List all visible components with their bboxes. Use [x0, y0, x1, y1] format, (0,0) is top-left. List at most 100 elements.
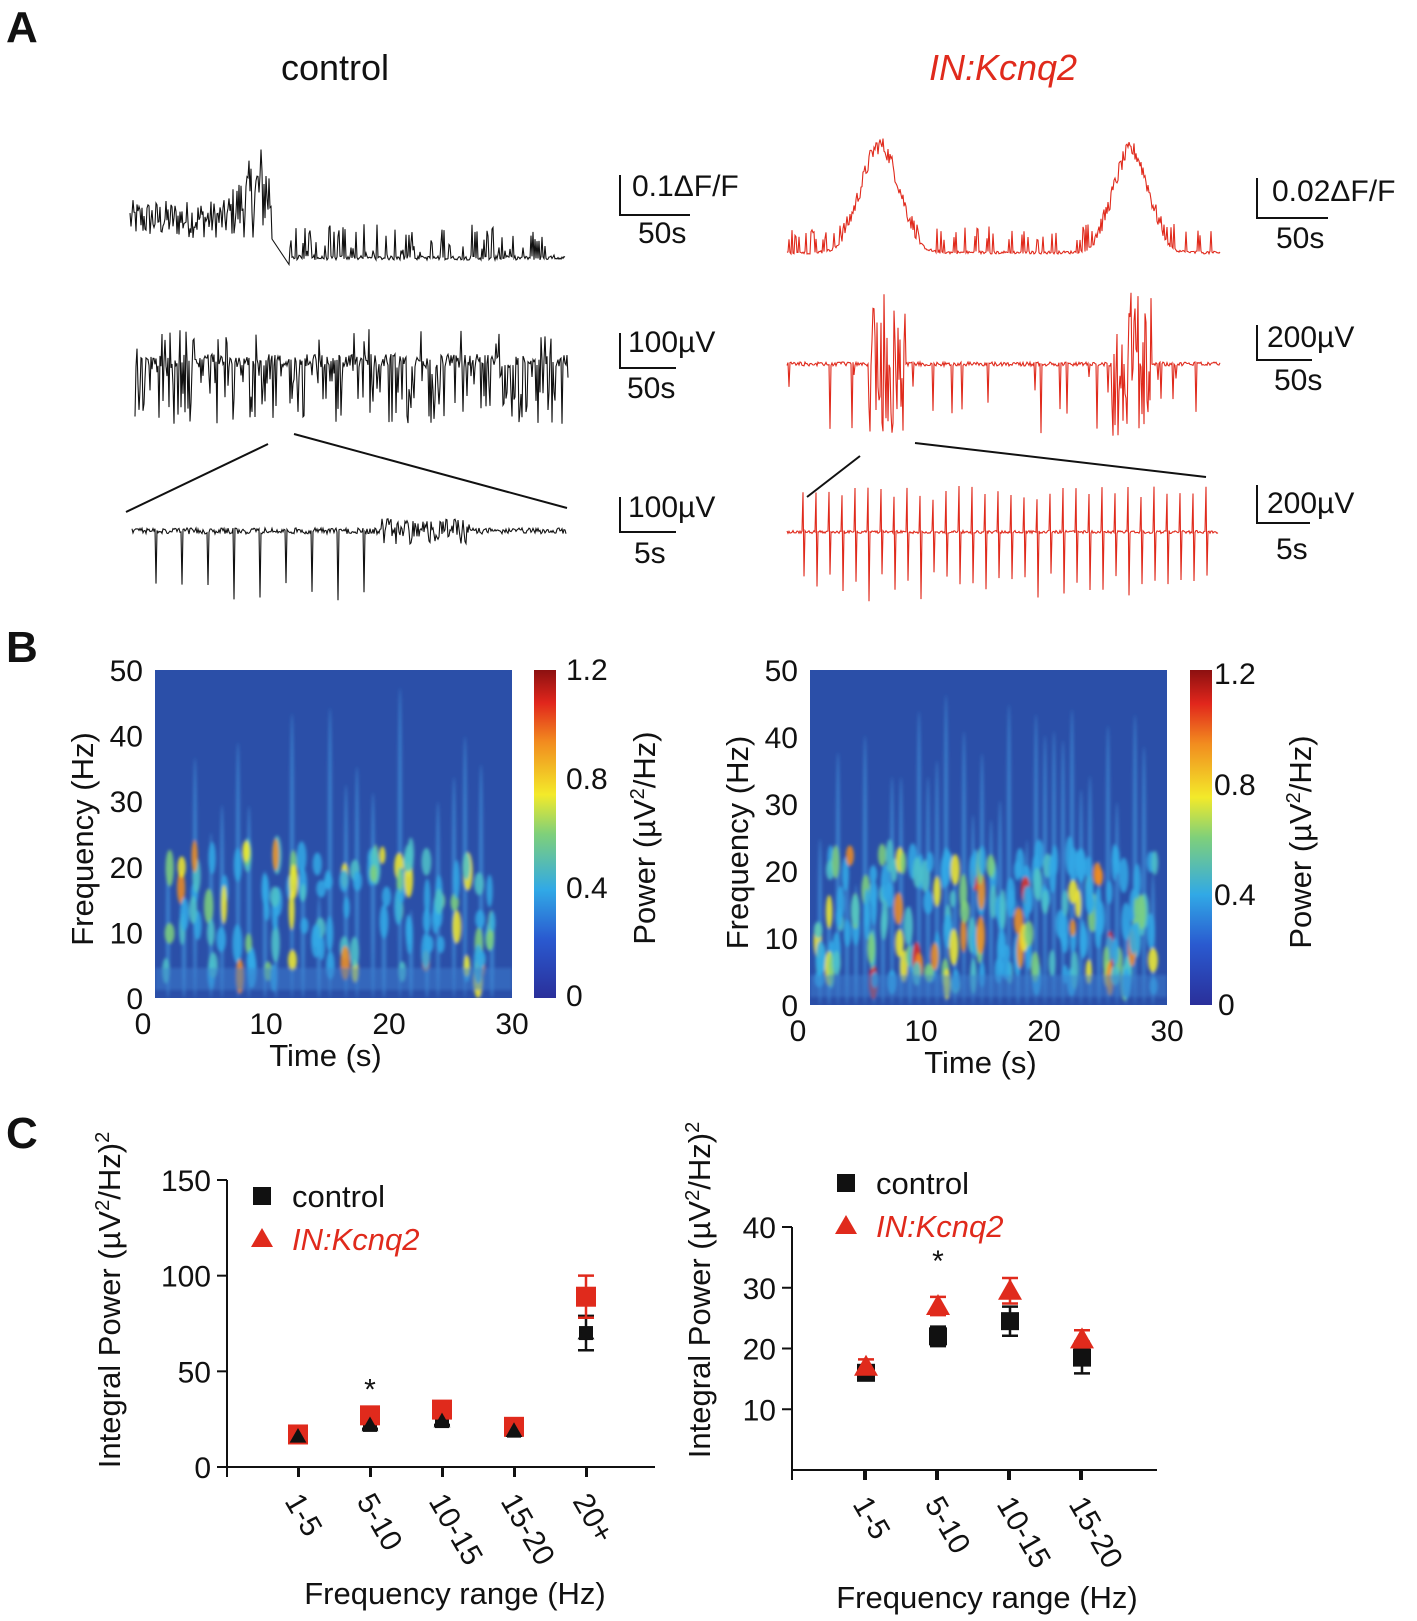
- x-tick-label: 10: [249, 1008, 282, 1041]
- y-axis-title: Integral Power (µV2/Hz)2: [682, 1122, 717, 1458]
- spectrogram-blob: [423, 878, 431, 917]
- spectrogram-blob: [208, 841, 216, 875]
- spectrogram-blob: [1094, 917, 1102, 949]
- zoom-line-control-right: [293, 433, 568, 509]
- x-tick-label: 10: [904, 1015, 937, 1048]
- spectrogram-blob: [232, 924, 243, 964]
- data-point: [1070, 1327, 1094, 1349]
- spectrogram-blob: [1137, 894, 1146, 930]
- zoom-line-control-left: [125, 443, 269, 513]
- scalebar-kcnq2-row1: 0.02ΔF/F 50s: [1256, 175, 1395, 255]
- spectrogram-blob: [191, 840, 198, 873]
- scalebar-label: 0.1ΔF/F: [632, 170, 739, 203]
- spectrogram-blob: [1048, 949, 1056, 977]
- spectrogram-blob: [1151, 850, 1159, 875]
- spectrogram-blob: [885, 839, 894, 873]
- data-point: [432, 1399, 452, 1420]
- colorbar-gradient: [1190, 670, 1212, 1005]
- data-point: [289, 1427, 307, 1443]
- spectrogram-blob: [1061, 889, 1069, 917]
- spectrogram-blob: [349, 936, 360, 968]
- spectrogram-blob: [1055, 909, 1066, 939]
- spectrogram-blob: [1085, 893, 1095, 914]
- scalebar-label: 50s: [1274, 364, 1322, 397]
- spectrogram-blob: [959, 873, 968, 912]
- spectrogram-blob: [246, 949, 256, 974]
- spectrogram-blob: [1015, 848, 1025, 878]
- spectrogram-kcnq2: 0 10 20 30 40 50 0 10 20 30 Time (s) Frequency (Hz): [720, 655, 1184, 1080]
- spectrogram-blob: [1146, 913, 1155, 950]
- legend-marker: [837, 1174, 855, 1192]
- spectrogram-streak: [1141, 746, 1147, 1005]
- scalebar-label: 50s: [638, 217, 686, 250]
- colorbar-label: Power (µV2/Hz): [627, 731, 662, 944]
- spectrogram-blob: [960, 917, 967, 953]
- x-tick-label: 15-20: [494, 1488, 561, 1571]
- spectrogram-blob: [233, 847, 242, 883]
- spectrogram-blob: [379, 846, 386, 864]
- spectrogram-blob: [220, 885, 228, 924]
- data-point: [998, 1278, 1022, 1300]
- spectrogram-blob: [950, 854, 960, 886]
- spectrogram-blob: [288, 949, 297, 971]
- panel-a-traces: [129, 138, 1221, 602]
- control-title: control: [281, 47, 389, 88]
- spectrogram-streak: [370, 792, 376, 998]
- y-tick-label: 40: [110, 721, 143, 754]
- spectrogram-blob: [1074, 849, 1085, 873]
- spectrogram-blob: [1111, 937, 1119, 965]
- colorbar-tick: 1.2: [1214, 658, 1256, 691]
- y-tick-label: 50: [178, 1356, 211, 1389]
- y-tick-label: 30: [110, 786, 143, 819]
- colorbar-tick: 0.4: [1214, 879, 1256, 912]
- scalebar-label: 50s: [627, 372, 675, 405]
- spectrogram-blob: [1106, 880, 1113, 905]
- colorbar-gradient: [534, 670, 556, 998]
- spectrogram-blob: [263, 901, 270, 921]
- y-axis-title: Frequency (Hz): [720, 736, 755, 950]
- y-tick-label: 0: [194, 1452, 211, 1485]
- y-axis-title: Frequency (Hz): [65, 732, 100, 946]
- panel-label-a: A: [6, 3, 38, 52]
- panel-label-b: B: [6, 623, 38, 672]
- data-point: [1001, 1312, 1019, 1331]
- spectrogram-blob: [1069, 919, 1076, 937]
- spectrogram-blob: [1002, 944, 1011, 961]
- spectrogram-blob: [900, 851, 907, 875]
- y-tick-label: 0: [781, 990, 798, 1023]
- data-point: [505, 1422, 523, 1437]
- data-point: [854, 1354, 878, 1376]
- x-axis-title: Frequency range (Hz): [304, 1576, 606, 1611]
- y-tick-label: 40: [743, 1212, 776, 1245]
- colorbar-tick: 0.4: [566, 872, 608, 905]
- spectrogram-blob: [352, 871, 363, 892]
- spectrogram-blob: [869, 865, 878, 883]
- spectrogram-blob: [1129, 923, 1138, 955]
- spectrogram-blob: [893, 892, 904, 925]
- spectrogram-blob: [394, 888, 403, 926]
- spectrogram-blob: [863, 903, 871, 940]
- y-tick-label: 20: [765, 856, 798, 889]
- spectrogram-blob: [1034, 839, 1044, 870]
- zoom-line-kcnq2-right: [914, 442, 1207, 478]
- spectrogram-blob: [488, 911, 496, 934]
- data-point: [926, 1293, 950, 1315]
- spectrogram-blob: [923, 890, 934, 915]
- spectrogram-blob: [1118, 857, 1129, 893]
- spectrogram-blob: [272, 838, 279, 871]
- spectrogram-blob: [1030, 951, 1040, 983]
- spectrogram-blob: [912, 857, 922, 888]
- spectrogram-blob: [269, 886, 280, 908]
- spectrogram-blob: [485, 929, 494, 951]
- spectrogram-blob: [177, 856, 186, 878]
- spectrogram-blob: [926, 851, 934, 873]
- x-tick-label: 20: [1027, 1015, 1060, 1048]
- x-tick-label: 10-15: [990, 1491, 1057, 1574]
- scalebar-control-row3: 100µV 5s: [619, 491, 715, 570]
- spectrogram-background: [155, 670, 512, 998]
- spectrogram-blob: [882, 896, 889, 934]
- y-tick-label: 40: [765, 722, 798, 755]
- spectrogram-blob: [475, 909, 486, 929]
- spectrogram-blob: [1121, 902, 1131, 941]
- spectrogram-blob: [177, 870, 186, 905]
